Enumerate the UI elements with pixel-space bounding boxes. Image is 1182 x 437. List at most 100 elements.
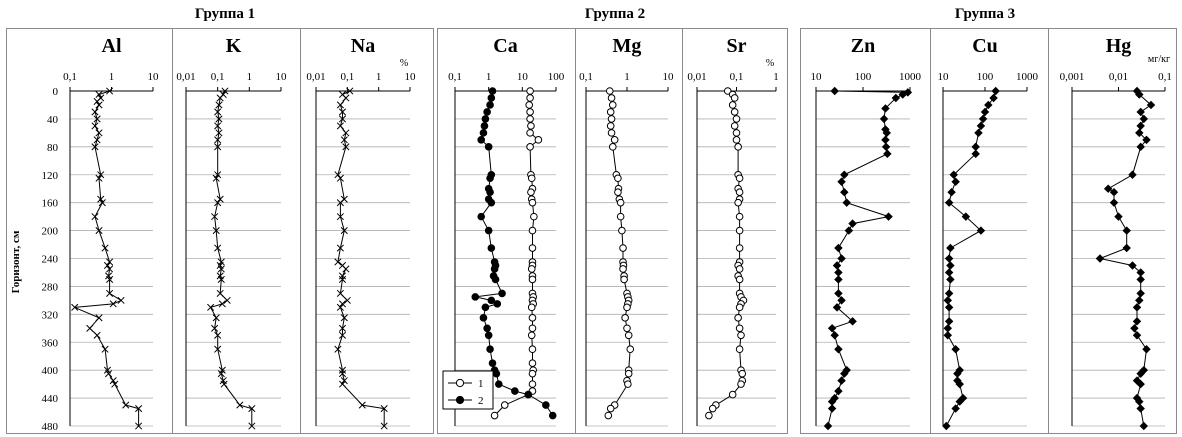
legend-box bbox=[442, 370, 494, 410]
data-point-al bbox=[93, 136, 101, 144]
data-point-sr bbox=[728, 390, 737, 399]
data-point-ca bbox=[488, 359, 497, 367]
unit-label: мг/кг bbox=[1148, 54, 1170, 65]
x-tick-label: 0,1 bbox=[730, 71, 744, 83]
data-point-al bbox=[95, 101, 103, 109]
data-point-al bbox=[106, 289, 114, 297]
y-tick-label: 200 bbox=[42, 226, 59, 238]
data-point-zn bbox=[832, 303, 842, 312]
y-tick-label: 320 bbox=[42, 309, 59, 321]
unit-label: % bbox=[766, 58, 774, 69]
data-point-na bbox=[338, 272, 347, 280]
x-tick-label: 0,1 bbox=[340, 71, 354, 83]
data-point-k bbox=[212, 314, 220, 322]
data-point-al bbox=[101, 244, 109, 252]
x-tick-label: 10 bbox=[148, 71, 160, 83]
data-point-ca bbox=[483, 324, 491, 333]
data-point-ca bbox=[487, 198, 496, 207]
data-point-sr bbox=[735, 174, 744, 183]
data-point-ca bbox=[479, 314, 488, 322]
data-point-zn bbox=[830, 86, 839, 96]
data-point-zn bbox=[883, 149, 892, 159]
data-point-zn bbox=[832, 261, 842, 270]
data-point-cu bbox=[955, 379, 964, 389]
data-point-sr bbox=[734, 314, 742, 322]
data-point-zn bbox=[898, 90, 907, 99]
panel-title-zn: Zn bbox=[851, 35, 875, 57]
data-point-hg bbox=[1136, 289, 1145, 298]
data-point-al bbox=[91, 122, 99, 130]
data-point-na bbox=[338, 331, 347, 339]
data-point-mg bbox=[624, 331, 633, 340]
data-point-mg bbox=[616, 198, 625, 207]
data-point-hg bbox=[1136, 275, 1145, 284]
data-point-zn bbox=[837, 177, 846, 186]
data-point-k bbox=[214, 136, 222, 144]
y-tick-label: 240 bbox=[42, 254, 59, 266]
data-point-ca bbox=[484, 331, 493, 340]
data-point-mg bbox=[623, 303, 631, 312]
data-point-al bbox=[106, 87, 114, 95]
data-point-zn bbox=[837, 296, 846, 305]
x-tick-label: 100 bbox=[855, 71, 872, 83]
x-tick-label: 100 bbox=[548, 71, 565, 83]
data-point-hg bbox=[1103, 184, 1113, 193]
data-point-na bbox=[338, 324, 347, 332]
data-point-ca bbox=[542, 401, 550, 409]
x-tick-label: 10 bbox=[276, 71, 288, 83]
data-point-hg bbox=[1132, 331, 1142, 340]
data-point-ca bbox=[511, 387, 519, 395]
legend-marker-1 bbox=[455, 378, 465, 388]
data-point-na bbox=[380, 422, 388, 430]
data-point-na bbox=[338, 108, 347, 116]
x-tick-label: 0,01 bbox=[306, 71, 325, 83]
data-point-k bbox=[214, 244, 222, 252]
data-point-na bbox=[346, 87, 354, 95]
data-point-cu bbox=[951, 404, 960, 413]
data-point-na bbox=[340, 377, 348, 385]
legend: 1 2 bbox=[442, 370, 494, 410]
x-tick-label: 1 bbox=[773, 71, 779, 83]
y-tick-label: 360 bbox=[42, 337, 59, 349]
data-point-hg bbox=[1136, 379, 1145, 389]
data-point-ca bbox=[490, 265, 499, 273]
data-point-sr bbox=[730, 94, 739, 102]
data-point-k bbox=[211, 324, 219, 332]
data-point-k bbox=[217, 275, 225, 283]
data-point-zn bbox=[840, 369, 849, 378]
data-point-k bbox=[214, 331, 222, 339]
x-tick-label: 1 bbox=[624, 71, 630, 83]
panel-title-cu: Cu bbox=[972, 35, 998, 57]
data-point-ca bbox=[500, 401, 509, 409]
data-point-al bbox=[111, 380, 119, 388]
data-point-ca bbox=[527, 265, 536, 273]
data-point-na bbox=[380, 404, 388, 413]
data-point-mg bbox=[614, 174, 622, 183]
data-point-zn bbox=[842, 198, 851, 207]
data-point-cu bbox=[974, 128, 983, 138]
data-point-cu bbox=[971, 142, 980, 152]
x-tick-label: 10 bbox=[938, 71, 950, 83]
data-point-mg bbox=[607, 115, 616, 123]
data-point-zn bbox=[881, 142, 891, 152]
x-tick-label: 0,01 bbox=[687, 71, 706, 83]
data-point-zn bbox=[891, 93, 901, 103]
data-point-k bbox=[223, 296, 231, 304]
data-point-na bbox=[358, 401, 366, 409]
group-title-3: Группа 3 bbox=[955, 6, 1015, 22]
data-point-ca bbox=[486, 188, 494, 196]
data-point-k bbox=[212, 227, 220, 235]
data-point-cu bbox=[946, 243, 955, 253]
data-point-zn bbox=[827, 404, 837, 413]
data-point-hg bbox=[1135, 296, 1144, 305]
data-point-sr bbox=[737, 331, 745, 340]
data-point-hg bbox=[1132, 317, 1142, 326]
data-point-ca bbox=[491, 275, 500, 284]
x-tick-label: 0,1 bbox=[579, 71, 593, 83]
data-point-zn bbox=[848, 219, 857, 228]
data-point-k bbox=[248, 422, 256, 430]
data-point-zn bbox=[834, 268, 843, 277]
data-point-k bbox=[214, 345, 222, 353]
data-point-al bbox=[93, 331, 101, 339]
data-point-cu bbox=[951, 345, 960, 354]
